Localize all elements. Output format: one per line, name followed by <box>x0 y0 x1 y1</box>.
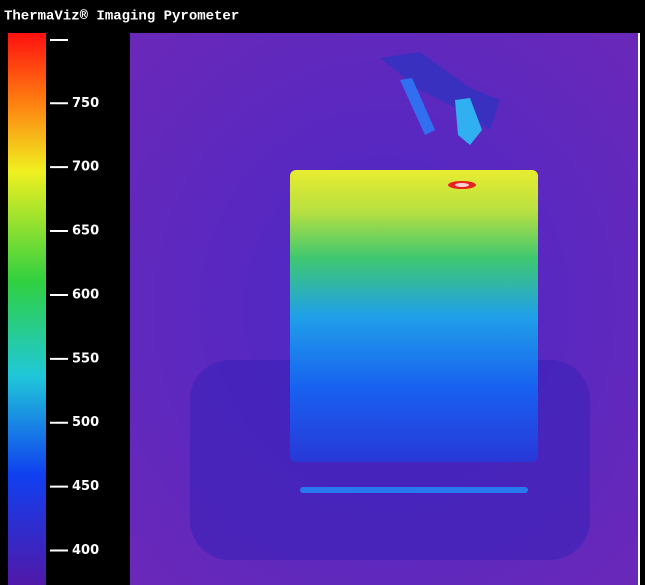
base-line <box>300 487 528 493</box>
colorbar-tick-label: 750 <box>72 96 99 111</box>
colorbar-tick-label: 450 <box>72 479 99 494</box>
colorbar-tick-label: 650 <box>72 224 99 239</box>
colorbar-tick-label: 500 <box>72 415 99 430</box>
colorbar-tick-label: 550 <box>72 351 99 366</box>
hot-block <box>290 170 538 462</box>
window-title: ThermaViz® Imaging Pyrometer <box>4 9 239 25</box>
colorbar-tick-label: 700 <box>72 160 99 175</box>
page: ThermaViz® Imaging Pyrometer 750 700 650 60… <box>0 0 645 585</box>
thermal-image <box>130 33 640 585</box>
screen: ThermaViz® Imaging Pyrometer 750 700 650 60… <box>0 0 645 585</box>
hot-spot-core <box>455 183 469 187</box>
colorbar-tick-label: 600 <box>72 287 99 302</box>
colorbar <box>8 33 46 585</box>
colorbar-tick-label: 400 <box>72 543 99 558</box>
